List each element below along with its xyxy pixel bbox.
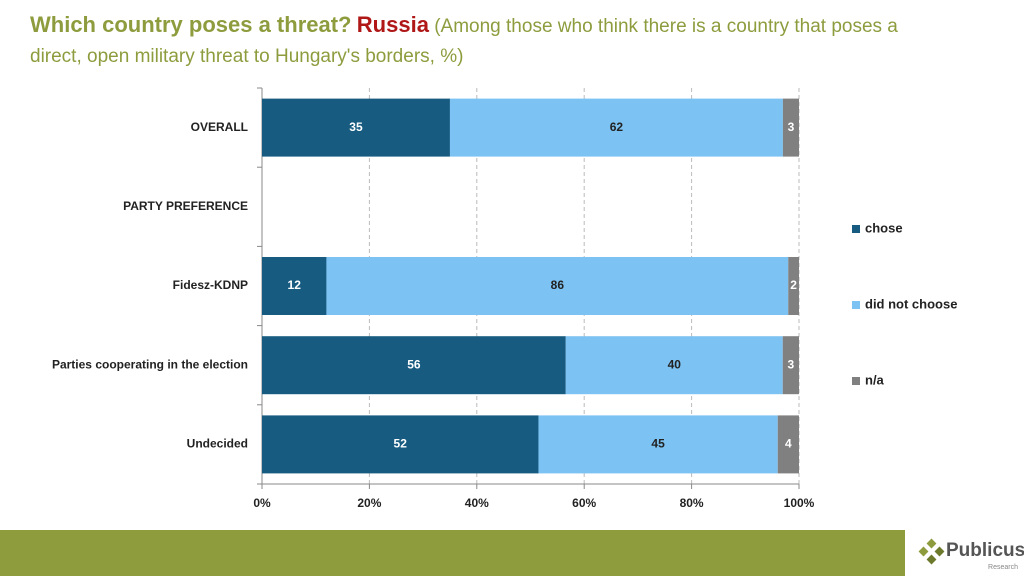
data-label: 56 (407, 357, 421, 371)
logo-subtext: Research (988, 564, 1018, 571)
data-label: 12 (288, 278, 302, 292)
title-block: Which country poses a threat? Russia (Am… (30, 10, 940, 72)
x-tick-label: 100% (784, 496, 815, 510)
data-label: 4 (785, 437, 792, 451)
data-label: 40 (668, 357, 682, 371)
data-label: 86 (551, 278, 565, 292)
x-tick-label: 80% (680, 496, 704, 510)
logo-text: Publicus (946, 540, 1024, 561)
x-tick-label: 20% (357, 496, 381, 510)
legend-label: chose (865, 220, 903, 235)
x-tick-label: 60% (572, 496, 596, 510)
y-tick-label: Undecided (187, 437, 248, 451)
title-highlight: Russia (356, 12, 429, 37)
y-tick-label: OVERALL (191, 120, 248, 134)
bar-segment (262, 415, 539, 474)
y-tick-label: Parties cooperating in the election (52, 357, 248, 371)
data-label: 45 (651, 437, 665, 451)
bar-segment (262, 336, 566, 395)
y-tick-label: PARTY PREFERENCE (123, 199, 248, 213)
data-label: 35 (349, 120, 363, 134)
data-label: 3 (788, 120, 795, 134)
bar-segment (782, 98, 799, 157)
bar-segment (326, 257, 789, 315)
bar-segment (449, 98, 783, 157)
data-label: 2 (790, 278, 797, 292)
legend-swatch (852, 225, 860, 233)
logo-icon (918, 538, 945, 565)
legend-swatch (852, 377, 860, 385)
bar-segment (777, 415, 799, 474)
legend-label: did not choose (865, 296, 957, 311)
data-label: 3 (788, 357, 795, 371)
legend-label: n/a (865, 372, 885, 387)
bar-segment (262, 98, 450, 157)
y-tick-label: Fidesz-KDNP (173, 278, 248, 292)
x-tick-label: 0% (253, 496, 271, 510)
data-label: 62 (610, 120, 624, 134)
bar-segment (538, 415, 778, 474)
x-tick-label: 40% (465, 496, 489, 510)
legend-swatch (852, 301, 860, 309)
chart-title: Which country poses a threat? (30, 12, 352, 37)
bar-segment (565, 336, 783, 395)
data-label: 52 (394, 437, 408, 451)
footer-band (0, 530, 1024, 576)
bar-segment (782, 336, 799, 395)
bar-segment (262, 257, 327, 315)
bar-segment (788, 257, 799, 315)
chart-subtitle: (Among those who think there is a countr… (30, 16, 898, 67)
